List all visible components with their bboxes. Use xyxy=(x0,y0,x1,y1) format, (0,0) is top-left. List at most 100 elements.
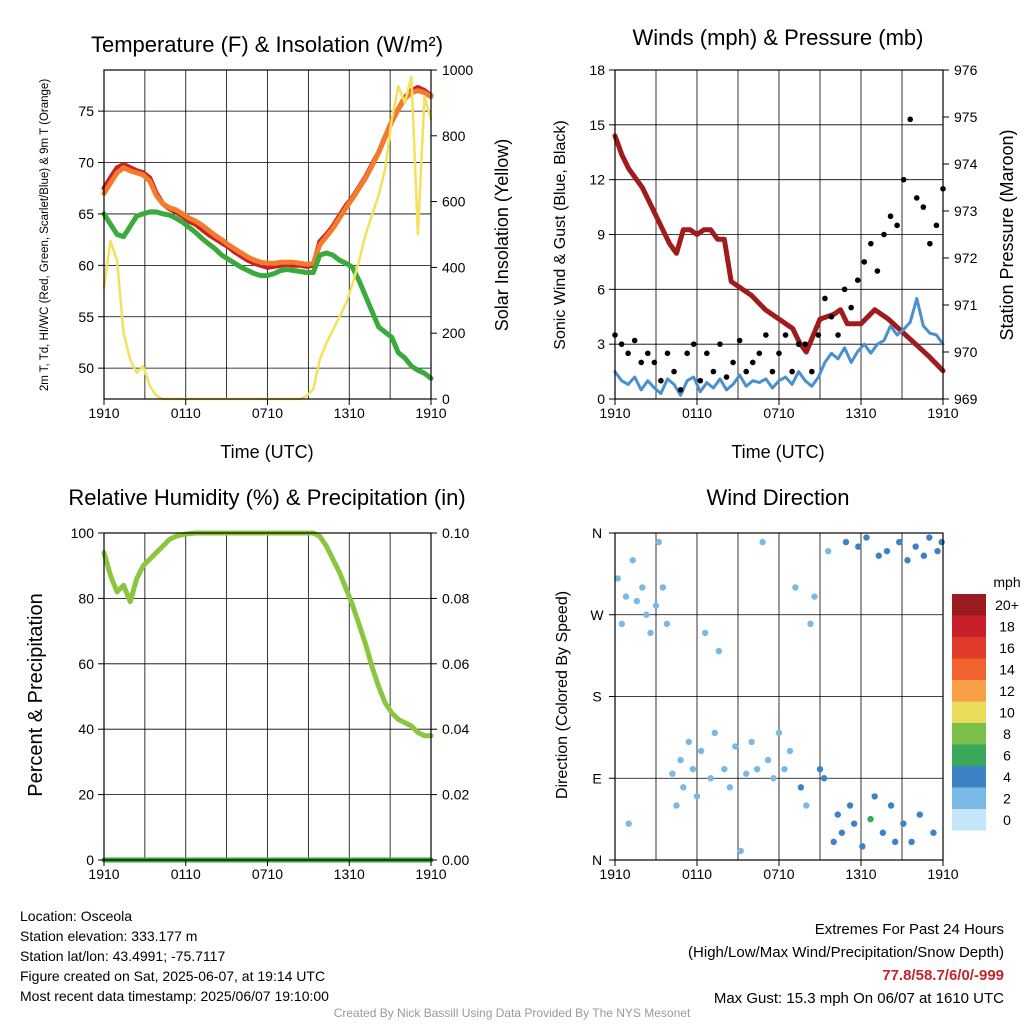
x-tick-label: 1310 xyxy=(845,866,876,882)
y2-tick-label: 200 xyxy=(442,325,466,341)
gust-point xyxy=(828,313,835,320)
direction-point xyxy=(685,738,692,746)
direction-y-label: Direction (Colored By Speed) xyxy=(554,591,571,799)
extremes-subtitle: (High/Low/Max Wind/Precipitation/Snow De… xyxy=(688,944,1004,961)
gust-point xyxy=(920,204,927,210)
gust-point xyxy=(730,359,736,366)
wind-direction-panel-title: Wind Direction xyxy=(706,485,849,510)
gust-point xyxy=(651,359,658,366)
temperature-y-label: 2m T, Td, HI/WC (Red, Green, Scarlet/Blu… xyxy=(39,79,51,391)
direction-point xyxy=(930,829,937,836)
y2-tick-label: 400 xyxy=(442,259,466,275)
humidity-panel-title: Relative Humidity (%) & Precipitation (i… xyxy=(68,485,465,510)
direction-point xyxy=(775,729,783,737)
y-tick-label: 50 xyxy=(78,360,94,376)
direction-point xyxy=(883,547,891,555)
pressure-y-label: Station Pressure (Maroon) xyxy=(997,129,1017,340)
direction-point xyxy=(916,811,923,818)
legend-label: 0 xyxy=(1003,812,1011,828)
gust-point xyxy=(736,337,743,344)
y-tick-label: 15 xyxy=(589,117,605,133)
winds-panel: Winds (mph) & Pressure (mb) 1910 0110 0710… xyxy=(552,25,1017,462)
y-tick-label: 6 xyxy=(597,281,605,297)
solar-y-label: Solar Insolation (Yellow) xyxy=(492,139,512,331)
direction-point xyxy=(879,829,887,836)
gust-point xyxy=(822,295,828,302)
y2-tick-label: 976 xyxy=(954,62,978,78)
legend-swatch xyxy=(952,637,986,659)
direction-point xyxy=(663,620,671,628)
y2-tick-label: 0 xyxy=(442,391,450,407)
direction-point xyxy=(639,584,646,591)
y-tick-label: 80 xyxy=(78,590,94,606)
direction-point xyxy=(838,829,846,836)
legend-swatch xyxy=(952,658,986,680)
direction-point xyxy=(655,538,662,546)
y2-tick-label: 0.10 xyxy=(442,525,469,541)
y2-tick-label: 800 xyxy=(442,128,466,144)
y-tick-label: 60 xyxy=(78,257,94,273)
direction-point xyxy=(770,775,777,782)
y-tick-label: 55 xyxy=(78,309,94,325)
direction-point xyxy=(797,784,805,791)
y-tick-label: 3 xyxy=(597,336,605,352)
direction-point xyxy=(629,557,636,564)
gust-point xyxy=(900,176,907,183)
y2-tick-label: 973 xyxy=(954,203,978,219)
gust-point xyxy=(802,341,809,347)
x-tick-label: 0110 xyxy=(682,405,712,421)
x-tick-label: 1910 xyxy=(88,866,119,882)
legend-swatch xyxy=(952,723,986,745)
gust-point xyxy=(874,268,881,274)
direction-point xyxy=(896,538,903,546)
gust-point xyxy=(625,350,631,357)
legend-swatch xyxy=(952,701,986,723)
temp9m-series-line xyxy=(101,88,434,267)
y-tick-label: 0 xyxy=(597,391,605,407)
x-tick-label: 0710 xyxy=(763,866,794,882)
x-tick-label: 1310 xyxy=(845,405,876,421)
x-tick-label: 1310 xyxy=(334,405,365,421)
y-tick-label: 60 xyxy=(78,656,94,672)
direction-point xyxy=(912,543,919,550)
direction-point xyxy=(871,793,878,800)
direction-point xyxy=(875,552,882,559)
direction-point xyxy=(677,756,684,764)
direction-point xyxy=(689,765,697,773)
direction-point xyxy=(834,811,841,818)
gust-point xyxy=(776,350,782,357)
direction-point xyxy=(680,784,687,791)
direction-point xyxy=(737,847,744,855)
gust-point xyxy=(841,286,848,293)
legend-label: 14 xyxy=(999,661,1015,677)
y-tick-label: W xyxy=(590,607,604,623)
gust-point xyxy=(809,368,815,375)
x-tick-label: 0710 xyxy=(763,405,794,421)
station-info: Location: Osceola Station elevation: 333… xyxy=(20,906,329,1006)
direction-point xyxy=(934,547,941,555)
y-tick-label: 0 xyxy=(86,852,94,868)
x-tick-label: 0710 xyxy=(252,866,283,882)
direction-point xyxy=(726,784,733,791)
direction-point xyxy=(721,765,728,773)
y2-tick-label: 0.08 xyxy=(442,590,469,606)
gust-point xyxy=(684,350,690,357)
direction-point xyxy=(938,538,945,546)
direction-point xyxy=(816,765,824,773)
direction-point xyxy=(904,557,911,564)
direction-point xyxy=(643,611,650,618)
y2-tick-label: 0.06 xyxy=(442,656,469,672)
extremes-title: Extremes For Past 24 Hours xyxy=(814,921,1004,938)
wind-series-line xyxy=(613,297,945,397)
direction-point xyxy=(887,802,895,809)
x-tick-label: 0110 xyxy=(171,405,201,421)
legend-swatch xyxy=(952,809,986,831)
gust-point xyxy=(743,368,749,375)
y-tick-label: E xyxy=(592,770,601,786)
y2-tick-label: 970 xyxy=(954,344,978,360)
gust-point xyxy=(868,240,874,247)
gust-point xyxy=(671,368,677,375)
figure-created: Figure created on Sat, 2025-06-07, at 19… xyxy=(20,968,326,984)
